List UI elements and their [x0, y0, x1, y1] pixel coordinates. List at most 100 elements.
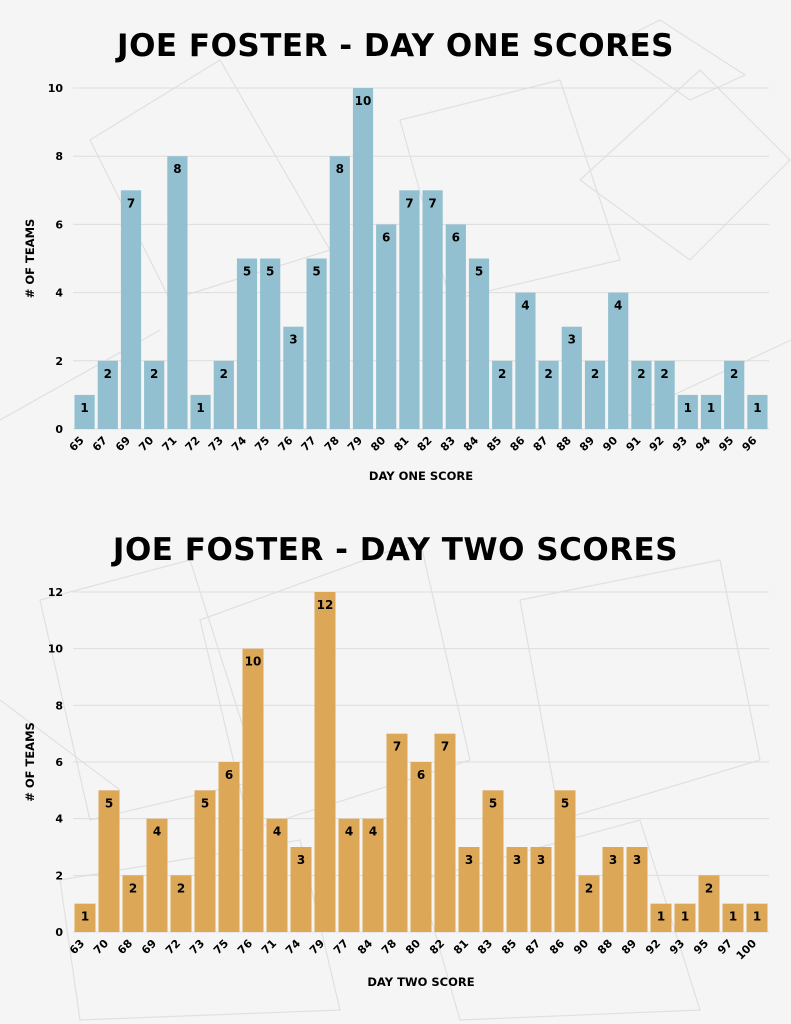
bar: [329, 156, 350, 429]
data-label: 3: [465, 853, 473, 867]
data-label: 3: [513, 853, 521, 867]
x-tick-label: 86: [508, 434, 528, 454]
bar: [747, 394, 768, 429]
y-tick-label: 6: [55, 756, 63, 769]
x-tick-label: 95: [691, 937, 711, 957]
x-tick-label: 83: [438, 434, 458, 454]
data-label: 5: [489, 796, 497, 810]
x-tick-label: 75: [211, 937, 231, 957]
data-label: 1: [657, 910, 665, 924]
x-tick-label: 88: [554, 434, 574, 454]
bar: [650, 903, 672, 932]
bar: [724, 360, 745, 429]
x-tick-label: 89: [619, 937, 639, 957]
x-tick-label: 83: [475, 937, 495, 957]
bar: [242, 648, 264, 932]
y-tick-label: 6: [55, 218, 63, 231]
data-label: 1: [80, 401, 88, 415]
data-label: 2: [220, 367, 228, 381]
x-tick-label: 93: [670, 434, 690, 454]
bar: [561, 326, 582, 429]
y-tick-label: 4: [55, 813, 63, 826]
bar: [362, 818, 384, 932]
data-label: 5: [475, 265, 483, 279]
data-label: 4: [369, 825, 377, 839]
x-tick-label: 74: [283, 937, 303, 957]
bar: [422, 190, 443, 429]
bar: [482, 790, 504, 932]
x-axis-title: DAY ONE SCORE: [369, 469, 473, 483]
bar: [677, 394, 698, 429]
x-tick-label: 71: [160, 434, 180, 454]
y-tick-label: 8: [55, 699, 63, 712]
bar: [654, 360, 675, 429]
x-tick-label: 80: [368, 434, 388, 454]
data-label: 1: [684, 401, 692, 415]
bar: [674, 903, 696, 932]
data-label: 6: [417, 768, 425, 782]
bar: [120, 190, 142, 429]
data-label: 4: [273, 825, 281, 839]
bar: [530, 847, 552, 932]
data-label: 2: [150, 367, 158, 381]
x-tick-label: 80: [403, 937, 423, 957]
x-tick-label: 90: [571, 937, 591, 957]
y-tick-label: 12: [48, 586, 63, 599]
data-label: 7: [405, 196, 413, 210]
chart-title: JOE FOSTER - DAY TWO SCORES: [112, 532, 679, 568]
x-tick-label: 63: [67, 937, 87, 957]
bar: [458, 847, 480, 932]
data-label: 3: [609, 853, 617, 867]
data-label: 4: [614, 299, 622, 313]
x-tick-label: 95: [716, 434, 736, 454]
data-label: 1: [81, 910, 89, 924]
data-label: 3: [633, 853, 641, 867]
data-label: 2: [730, 367, 738, 381]
bar: [74, 394, 95, 429]
chart-title: JOE FOSTER - DAY ONE SCORES: [117, 28, 674, 64]
bar: [352, 88, 374, 429]
data-label: 3: [289, 333, 297, 347]
bar: [554, 790, 576, 932]
bar: [218, 762, 240, 932]
data-label: 2: [544, 367, 552, 381]
x-tick-label: 75: [252, 434, 272, 454]
bar: [236, 258, 258, 429]
x-tick-label: 81: [451, 937, 471, 957]
data-label: 1: [707, 401, 715, 415]
data-label: 7: [441, 740, 449, 754]
x-tick-label: 73: [187, 937, 207, 957]
day-one-chart-svg: 0246810165267769270871172273574575376577…: [23, 82, 769, 483]
data-label: 7: [428, 196, 436, 210]
x-tick-label: 84: [461, 434, 481, 454]
x-tick-label: 94: [693, 434, 713, 454]
bar: [468, 258, 490, 429]
bar: [74, 903, 96, 932]
data-label: 2: [129, 881, 137, 895]
x-tick-label: 72: [183, 434, 203, 454]
bar: [146, 818, 168, 932]
data-label: 3: [537, 853, 545, 867]
data-label: 10: [245, 655, 262, 669]
x-tick-label: 68: [115, 937, 135, 957]
x-tick-label: 91: [624, 434, 644, 454]
x-tick-label: 89: [577, 434, 597, 454]
data-label: 2: [177, 881, 185, 895]
bar: [722, 903, 744, 932]
x-tick-label: 72: [163, 937, 183, 957]
data-label: 2: [585, 881, 593, 895]
data-label: 2: [637, 367, 645, 381]
x-tick-label: 100: [734, 937, 760, 963]
x-tick-label: 84: [355, 937, 375, 957]
bar: [506, 847, 528, 932]
x-tick-label: 78: [322, 434, 342, 454]
bar: [746, 903, 768, 932]
data-label: 5: [266, 265, 274, 279]
data-label: 3: [568, 333, 576, 347]
data-label: 1: [196, 401, 204, 415]
x-tick-label: 88: [595, 937, 615, 957]
x-tick-label: 70: [91, 937, 111, 957]
x-tick-label: 69: [113, 434, 133, 454]
y-tick-label: 4: [55, 287, 63, 300]
x-tick-label: 79: [345, 434, 365, 454]
